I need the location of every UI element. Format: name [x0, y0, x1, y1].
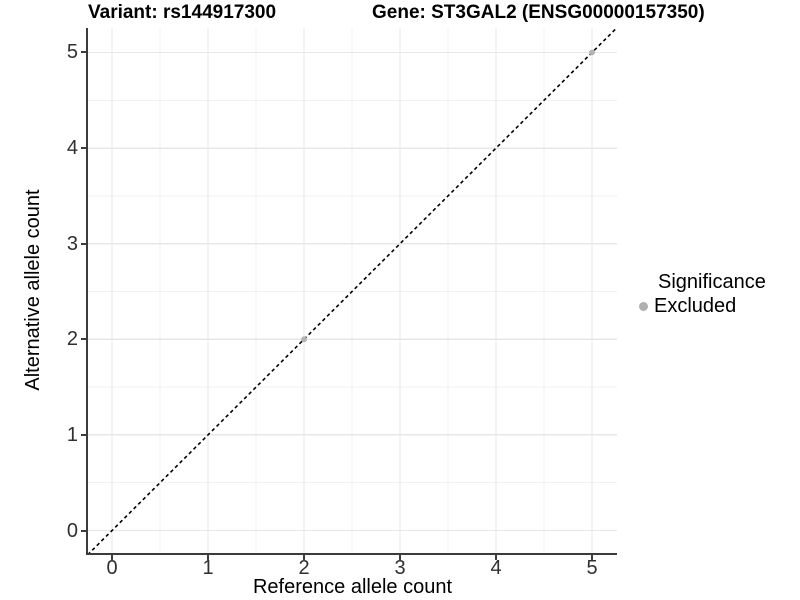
- x-tick-label: 0: [106, 557, 118, 579]
- x-tick-label: 2: [298, 557, 310, 579]
- y-tick-label: 2: [66, 328, 78, 351]
- x-tick-label: 4: [490, 557, 502, 579]
- x-tick-mark: [207, 555, 209, 560]
- plot-panel: [86, 28, 617, 555]
- y-axis-title: Alternative allele count: [22, 189, 44, 391]
- x-tick-label: 1: [202, 557, 214, 579]
- y-tick-mark: [81, 51, 86, 54]
- y-tick-mark: [81, 529, 86, 532]
- x-axis-title: Reference allele count: [252, 576, 452, 598]
- y-tick-label: 3: [66, 232, 78, 255]
- y-tick-label: 1: [66, 423, 78, 446]
- legend: Significance Excluded: [636, 270, 796, 318]
- x-tick-mark: [303, 555, 306, 560]
- y-tick-mark: [81, 242, 86, 245]
- y-tick-mark: [81, 147, 86, 150]
- y-tick-mark: [81, 433, 86, 436]
- x-tick-mark: [399, 555, 402, 560]
- identity-line: [88, 28, 617, 553]
- y-tick-label: 0: [66, 519, 78, 542]
- y-tick-label: 5: [66, 41, 78, 64]
- plot-canvas: [88, 28, 617, 553]
- gene-title: Gene: ST3GAL2 (ENSG00000157350): [372, 2, 705, 23]
- y-tick-mark: [81, 338, 86, 341]
- excluded-point-icon: [639, 301, 648, 311]
- x-tick-label: 3: [394, 557, 406, 579]
- x-tick-label: 5: [586, 557, 598, 579]
- x-tick-mark: [591, 555, 594, 560]
- data-point: [589, 49, 595, 56]
- x-tick-mark: [111, 555, 113, 560]
- legend-item-excluded: Excluded: [636, 294, 796, 318]
- legend-title: Significance: [658, 271, 766, 293]
- legend-item-label: Excluded: [654, 295, 737, 317]
- x-tick-mark: [495, 555, 498, 560]
- y-tick-label: 4: [66, 137, 78, 160]
- variant-title: Variant: rs144917300: [88, 2, 277, 23]
- data-point: [301, 336, 307, 343]
